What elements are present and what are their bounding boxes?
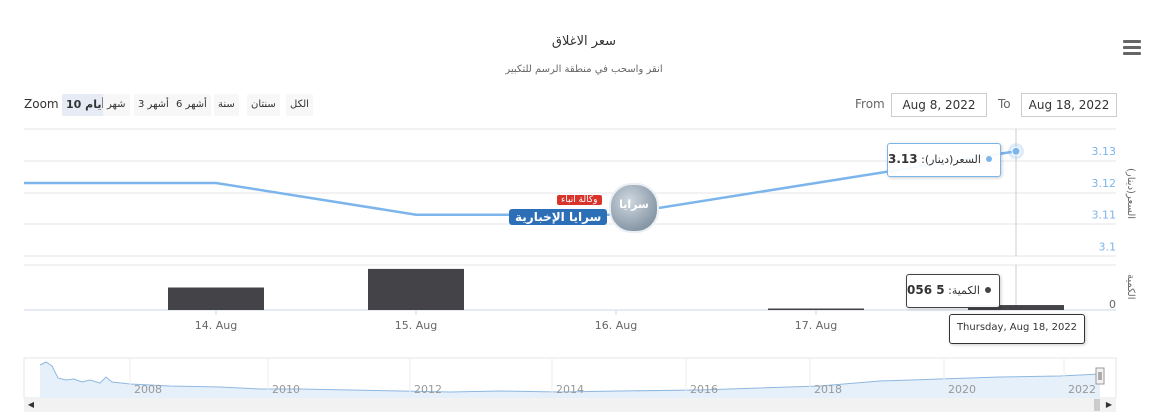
- range-from-label: From: [855, 97, 885, 111]
- navigator-year-label: 2022: [1068, 383, 1096, 396]
- price-axis-title: السعر(دينار): [1125, 168, 1136, 220]
- volume-axis-title: الكمية: [1125, 274, 1136, 300]
- price-tick-label: 3.11: [1092, 209, 1117, 222]
- zoom-button-1-year[interactable]: سنة: [214, 94, 239, 116]
- price-tick-label: 3.1: [1099, 240, 1117, 253]
- watermark-globe-icon: سرايا: [609, 183, 659, 233]
- watermark-globe-text: سرايا: [619, 198, 649, 211]
- price-tick-label: 3.13: [1092, 145, 1117, 158]
- volume-bar: [168, 287, 264, 310]
- volume-tooltip-content: الكمية: 5 056: [907, 283, 991, 297]
- zoom-button-3-months[interactable]: 3 أشهر: [134, 94, 173, 116]
- navigator-area: [40, 362, 1100, 398]
- navigator-year-label: 2014: [556, 383, 584, 396]
- navigator-line: [39, 361, 1101, 393]
- navigator-year-label: 2012: [414, 383, 442, 396]
- navigator-year-label: 2020: [948, 383, 976, 396]
- watermark-line2: سرايا الإخبارية: [509, 209, 608, 225]
- range-from-input[interactable]: Aug 8, 2022: [891, 93, 987, 117]
- zoom-button-1-month[interactable]: شهر: [103, 94, 130, 116]
- volume-bar: [968, 305, 1064, 310]
- range-to-input[interactable]: Aug 18, 2022: [1021, 93, 1117, 117]
- zoom-button-all[interactable]: الكل: [286, 94, 313, 116]
- zoom-button-10-days[interactable]: 10 أيام: [62, 94, 110, 116]
- scrollbar-left-arrow-icon[interactable]: ◀: [24, 398, 38, 412]
- x-tick-label: 15. Aug: [395, 319, 437, 332]
- volume-bar: [768, 308, 864, 310]
- scrollbar-track[interactable]: [38, 398, 1102, 412]
- navigator-year-label: 2016: [690, 383, 718, 396]
- scrollbar-thumb[interactable]: [1094, 399, 1100, 411]
- zoom-label: Zoom: [24, 97, 59, 111]
- chart-title: سعر الاغلاق: [551, 34, 617, 49]
- volume-tick-label: 0: [1109, 298, 1116, 311]
- hamburger-menu-icon[interactable]: [1123, 40, 1141, 56]
- price-tick-label: 3.12: [1092, 177, 1117, 190]
- navigator-handle[interactable]: [1095, 367, 1105, 385]
- chart-subtitle: انقر واسحب في منطقة الرسم للتكبير: [505, 64, 663, 75]
- x-tick-label: 17. Aug: [795, 319, 837, 332]
- navigator-year-label: 2018: [814, 383, 842, 396]
- price-tooltip-value: 3.13: [888, 152, 918, 166]
- volume-bar: [368, 268, 464, 310]
- series-dot-icon: [986, 156, 992, 162]
- volume-tooltip-label: الكمية:: [948, 284, 980, 297]
- x-tick-label: 16. Aug: [595, 319, 637, 332]
- date-tooltip-text: Thursday, Aug 18, 2022: [956, 322, 1078, 333]
- range-to-label: To: [998, 97, 1011, 111]
- volume-tooltip: الكمية: 5 056: [906, 274, 1000, 308]
- scrollbar-right-arrow-icon[interactable]: ▶: [1102, 398, 1116, 412]
- price-tooltip: السعر(دينار): 3.13: [887, 143, 1001, 177]
- watermark-line1: وكالة أنباء: [557, 195, 602, 205]
- volume-tooltip-value: 5 056: [907, 283, 945, 297]
- price-point: [1011, 146, 1021, 156]
- navigator-year-label: 2010: [272, 383, 300, 396]
- zoom-button-6-months[interactable]: 6 أشهر: [172, 94, 211, 116]
- navigator-year-label: 2008: [134, 383, 162, 396]
- price-tooltip-label: السعر(دينار):: [921, 153, 981, 166]
- zoom-button-2-years[interactable]: سنتان: [247, 94, 280, 116]
- price-tooltip-content: السعر(دينار): 3.13: [888, 152, 992, 166]
- x-tick-label: 14. Aug: [195, 319, 237, 332]
- series-dot-icon: [985, 287, 991, 293]
- watermark-logo: وكالة أنباء سرايا الإخبارية سرايا: [505, 183, 659, 233]
- date-tooltip: Thursday, Aug 18, 2022: [949, 314, 1085, 344]
